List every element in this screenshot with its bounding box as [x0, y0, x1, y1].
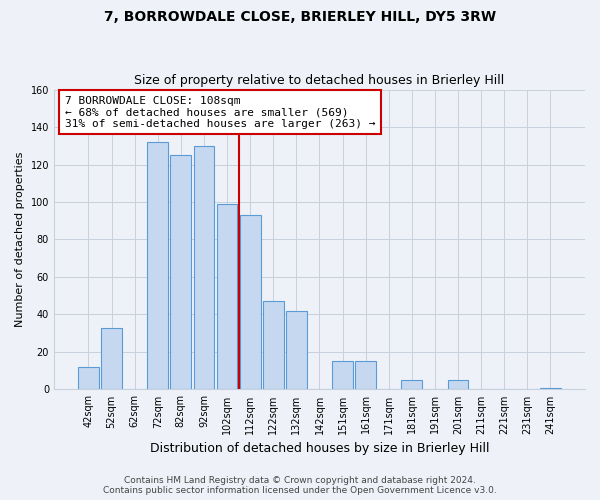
Text: Contains HM Land Registry data © Crown copyright and database right 2024.
Contai: Contains HM Land Registry data © Crown c…	[103, 476, 497, 495]
Bar	[355, 362, 376, 390]
Text: 7 BORROWDALE CLOSE: 108sqm
← 68% of detached houses are smaller (569)
31% of sem: 7 BORROWDALE CLOSE: 108sqm ← 68% of deta…	[65, 96, 375, 129]
Bar	[448, 380, 469, 390]
Bar	[78, 367, 99, 390]
Bar	[263, 302, 284, 390]
Bar	[401, 380, 422, 390]
Bar	[148, 142, 168, 390]
Bar	[170, 155, 191, 390]
Bar	[540, 388, 561, 390]
Bar	[286, 310, 307, 390]
Bar	[240, 215, 260, 390]
Title: Size of property relative to detached houses in Brierley Hill: Size of property relative to detached ho…	[134, 74, 505, 87]
Bar	[101, 328, 122, 390]
Bar	[194, 146, 214, 390]
Bar	[217, 204, 238, 390]
Y-axis label: Number of detached properties: Number of detached properties	[15, 152, 25, 327]
Text: 7, BORROWDALE CLOSE, BRIERLEY HILL, DY5 3RW: 7, BORROWDALE CLOSE, BRIERLEY HILL, DY5 …	[104, 10, 496, 24]
X-axis label: Distribution of detached houses by size in Brierley Hill: Distribution of detached houses by size …	[150, 442, 489, 455]
Bar	[332, 362, 353, 390]
